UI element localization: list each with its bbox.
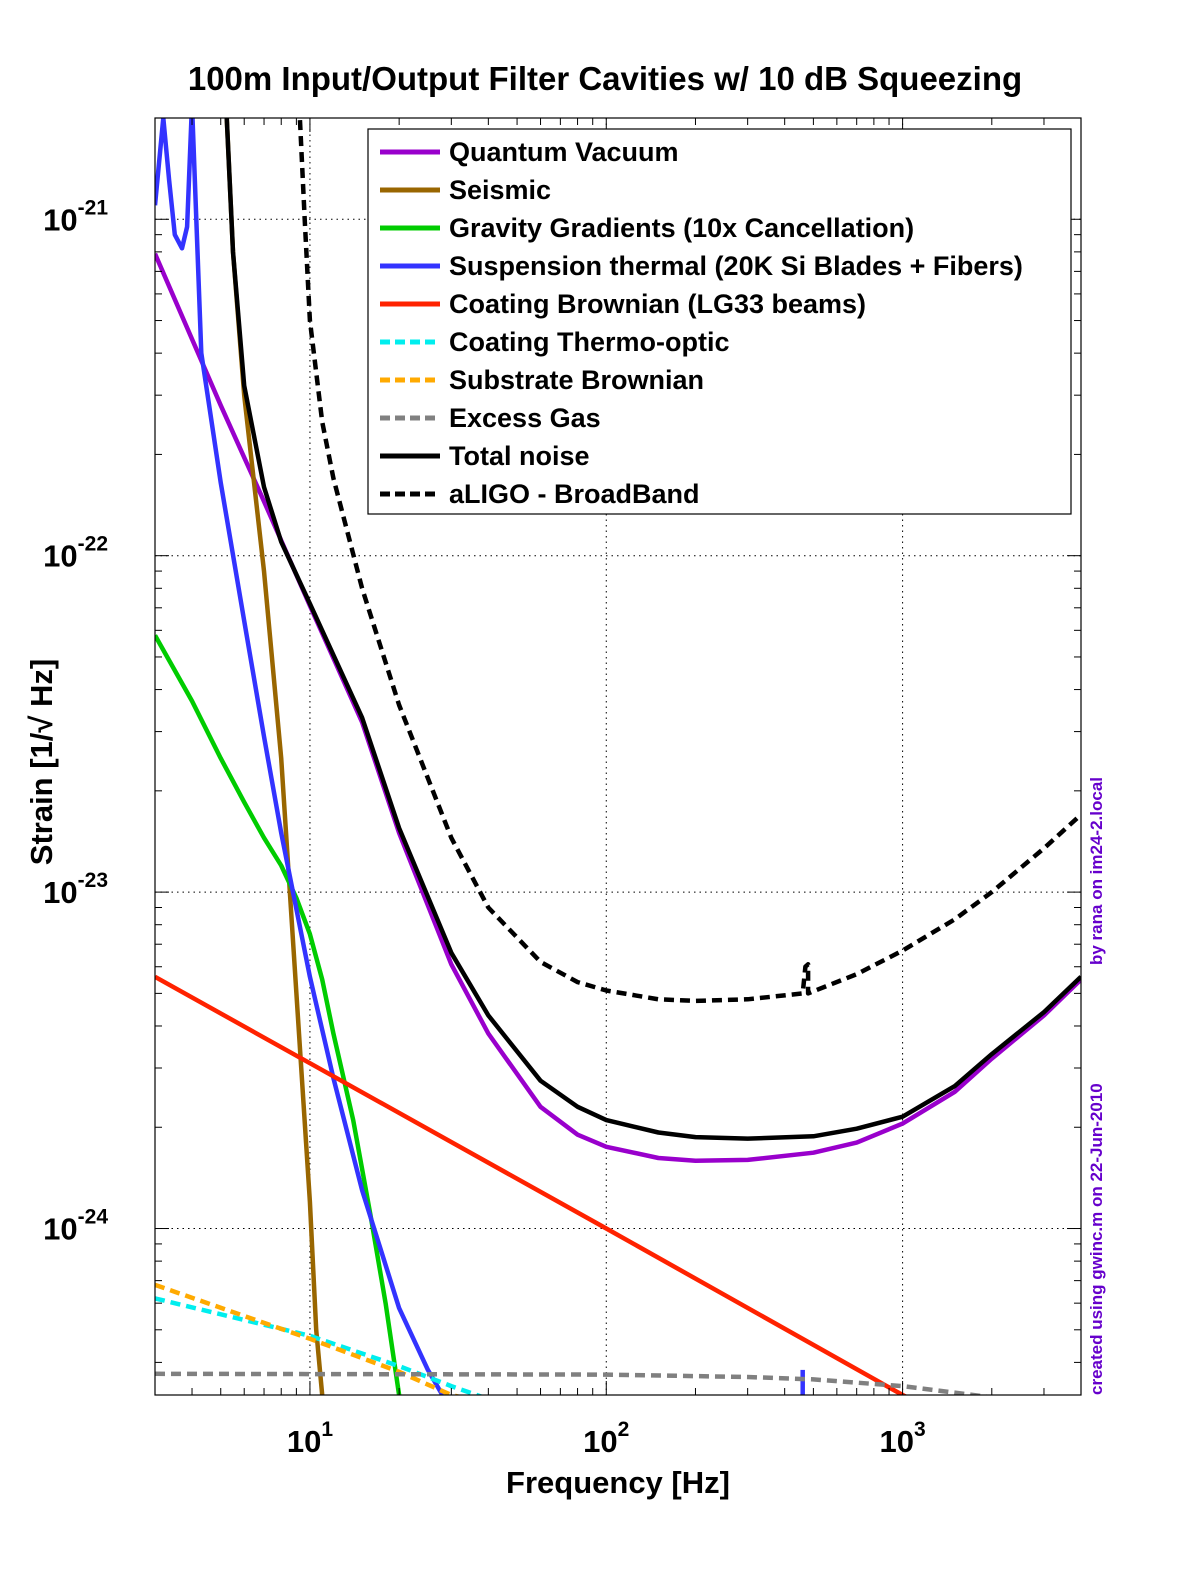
legend-entry: aLIGO - BroadBand — [380, 479, 700, 509]
legend-items: Quantum Vacuum Seismic Gravity Gradients (… — [380, 137, 1023, 509]
side-credit-line-1: by rana on im24-2.local — [1087, 777, 1106, 965]
legend-label: Quantum Vacuum — [449, 137, 679, 167]
legend-entry: Seismic — [380, 175, 551, 205]
legend-entry: Coating Brownian (LG33 beams) — [380, 289, 866, 319]
series-coating-thermo-optic — [155, 1296, 484, 1395]
series-suspension-thermal-20k-si-blades-fibers — [155, 118, 445, 1395]
y-axis-label: Strain [1/√ Hz] — [24, 659, 59, 865]
legend: Quantum Vacuum Seismic Gravity Gradients (… — [367, 128, 1072, 515]
x-axis-label: Frequency [Hz] — [506, 1465, 730, 1500]
series-total-noise — [224, 118, 1081, 1141]
legend-label: Suspension thermal (20K Si Blades + Fibe… — [449, 251, 1023, 281]
legend-entry: Total noise — [380, 441, 590, 471]
series-excess-gas — [155, 1371, 992, 1395]
legend-entry: Quantum Vacuum — [380, 137, 679, 167]
legend-entry: Gravity Gradients (10x Cancellation) — [380, 213, 914, 243]
series-lines — [155, 118, 1081, 1395]
legend-label: Excess Gas — [449, 403, 601, 433]
side-credit-line-2: created using gwinc.m on 22-Jun-2010 — [1087, 1083, 1106, 1395]
plot-frame — [154, 117, 1082, 1396]
legend-label: Total noise — [449, 441, 590, 471]
series-aligo-broadband — [297, 118, 1081, 1004]
series-substrate-brownian — [155, 1282, 462, 1395]
series-coating-brownian-lg33-beams — [155, 974, 908, 1395]
y-tick-label: 10-22 — [43, 533, 108, 574]
chart-title: 100m Input/Output Filter Cavities w/ 10 … — [188, 60, 1022, 97]
legend-entry: Excess Gas — [380, 403, 601, 433]
legend-label: Coating Brownian (LG33 beams) — [449, 289, 866, 319]
legend-label: Substrate Brownian — [449, 365, 704, 395]
legend-label: Seismic — [449, 175, 551, 205]
legend-label: Gravity Gradients (10x Cancellation) — [449, 213, 914, 243]
legend-box — [367, 128, 1072, 515]
y-tick-label: 10-23 — [43, 869, 108, 910]
legend-entry: Suspension thermal (20K Si Blades + Fibe… — [380, 251, 1023, 281]
legend-label: Coating Thermo-optic — [449, 327, 729, 357]
legend-entry: Substrate Brownian — [380, 365, 704, 395]
legend-label: aLIGO - BroadBand — [449, 479, 700, 509]
legend-entry: Coating Thermo-optic — [380, 327, 729, 357]
series-gravity-gradients-10x-cancellation — [155, 634, 402, 1395]
